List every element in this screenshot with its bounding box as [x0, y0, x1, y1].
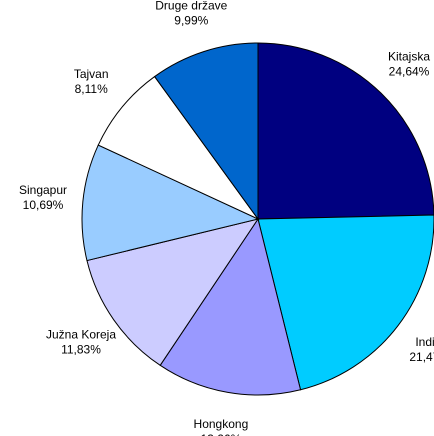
slice-label-hongkong: Hongkong13,26%	[194, 417, 249, 436]
slice-label-name: Hongkong	[194, 417, 249, 431]
slice-label-name: Druge države	[155, 0, 227, 13]
slice-label-value: 13,26%	[201, 432, 242, 436]
pie-slices	[81, 42, 434, 396]
slice-label-druge-drzave: Druge države 9,99%	[155, 0, 227, 28]
pie-slice-druge-drzave	[153, 42, 259, 221]
slice-label-value: 11,83%	[61, 343, 101, 357]
slice-label-name: Singapur	[19, 183, 67, 197]
slice-label-value: 9,99%	[174, 14, 208, 28]
slice-label-value: 8,11%	[75, 82, 108, 96]
slice-label-singapur: Singapur 10,69%	[19, 183, 67, 212]
slice-label-value: 24,64%	[389, 65, 430, 79]
pie-slice-juzna-koreja	[86, 218, 260, 367]
pie-slice-hongkong	[159, 217, 302, 396]
slice-label-tajvan: Tajvan 8,11%	[74, 67, 109, 96]
pie-slice-indija	[257, 214, 434, 391]
slice-label-juzna-koreja: Južna Koreja 11,83%	[46, 328, 116, 357]
slice-label-kitajska: Kitajska 24,64%	[388, 50, 430, 79]
slice-label-value: 21,47%	[409, 350, 434, 364]
pie-slice-kitajska	[257, 42, 434, 220]
pie-slice-tajvan	[97, 75, 260, 221]
slice-label-name: Južna Koreja	[46, 328, 116, 342]
pie-slice-singapur	[81, 144, 260, 262]
slice-label-value: 10,69%	[23, 198, 64, 212]
slice-label-name: Kitajska	[388, 50, 430, 64]
slice-label-name: Tajvan	[74, 67, 109, 81]
slice-label-name: Indija	[415, 335, 434, 349]
slice-label-indija: Indija21,47%	[409, 335, 434, 364]
